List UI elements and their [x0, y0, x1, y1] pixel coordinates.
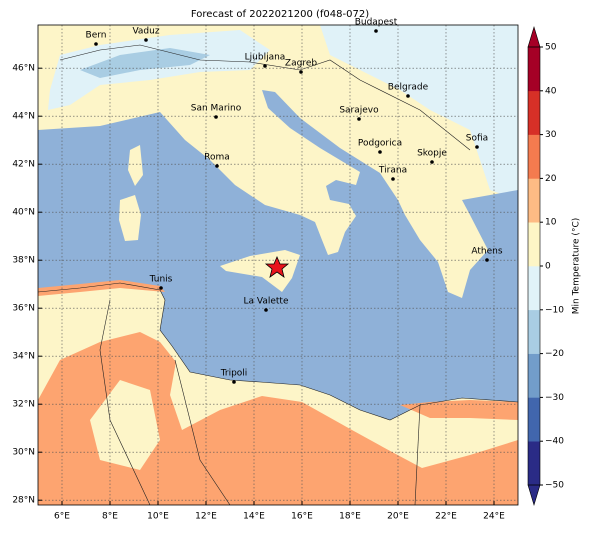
x-tick-label: 14°E	[243, 512, 265, 522]
city-label: Skopje	[417, 149, 447, 159]
x-tick-label: 8°E	[102, 512, 118, 522]
colorbar-tick-label: 20	[545, 174, 557, 184]
city-dot	[144, 38, 148, 42]
y-tick-label: 42°N	[12, 160, 35, 170]
grid: 6°E 8°E 10°E 12°E 14°E 16°E 18°E 20°E 22°E 24°E 28…	[12, 25, 518, 522]
city-dot	[357, 117, 361, 121]
border	[174, 359, 231, 505]
city-label: Bern	[86, 31, 107, 41]
border	[414, 404, 421, 505]
colorbar-tick-label: −40	[545, 437, 564, 447]
y-tick-label: 28°N	[12, 496, 35, 506]
colorbar-segment	[528, 441, 540, 486]
frame	[37, 24, 519, 506]
border	[59, 44, 471, 151]
forecast-point	[264, 255, 290, 278]
colorbar-tick-label: −20	[545, 349, 564, 359]
colorbar-tick-label: 50	[545, 43, 557, 53]
city-dot	[378, 150, 382, 154]
colorbar-extend	[527, 25, 541, 48]
colorbar-tick-label: 10	[545, 218, 557, 228]
colorbar-segment	[528, 47, 540, 92]
colorbar-extend	[527, 484, 541, 507]
city-label: Tirana	[378, 166, 407, 176]
colorbar: −50 −40 −30 −20 −10 0 10 20 30 40 50	[527, 25, 564, 507]
city-dot	[374, 29, 378, 33]
warm-area	[400, 400, 518, 420]
city-dot	[232, 380, 236, 384]
city-label: Zagreb	[285, 59, 317, 69]
cold-area	[80, 48, 210, 78]
coast	[38, 282, 518, 421]
city-dot	[264, 308, 268, 312]
x-tick-label: 6°E	[54, 512, 70, 522]
colorbar-segment	[528, 90, 540, 135]
city-dot	[485, 258, 489, 262]
x-tick-label: 20°E	[387, 512, 409, 522]
city-label: Sarajevo	[339, 106, 379, 116]
colorbar-tick-label: −50	[545, 481, 564, 491]
city-label: San Marino	[191, 104, 242, 114]
city-dot	[214, 115, 218, 119]
colorbar-label: Min Temperature (°C)	[572, 218, 582, 315]
colorbar-segment	[528, 178, 540, 223]
city-label: Ljubljana	[245, 53, 286, 63]
x-tick-label: 24°E	[483, 512, 505, 522]
city-dot	[391, 177, 395, 181]
title: Forecast of 2022021200 (f048-072)	[191, 9, 369, 20]
colorbar-tick-label: 30	[545, 130, 557, 140]
y-tick-label: 34°N	[12, 352, 35, 362]
cold-area	[320, 25, 518, 200]
x-tick-label: 18°E	[339, 512, 361, 522]
island	[128, 145, 143, 186]
city-label: Podgorica	[358, 139, 402, 149]
y-tick-label: 30°N	[12, 448, 35, 458]
city-dot	[215, 164, 219, 168]
cold-area	[48, 30, 270, 110]
y-tick-label: 44°N	[12, 112, 35, 122]
colorbar-segment	[528, 397, 540, 442]
city-label: Sofia	[466, 134, 488, 144]
y-tick-label: 36°N	[12, 304, 35, 314]
city-label: Athens	[471, 247, 502, 257]
colorbar-tick-label: 40	[545, 86, 557, 96]
x-tick-label: 16°E	[291, 512, 313, 522]
island	[119, 195, 141, 241]
city-label: Belgrade	[388, 83, 429, 93]
y-tick-label: 46°N	[12, 64, 35, 74]
city-label: Roma	[204, 153, 230, 163]
x-tick-label: 22°E	[435, 512, 457, 522]
city-dot	[475, 145, 479, 149]
colorbar-segment	[528, 266, 540, 311]
warm-area	[38, 280, 165, 296]
city-dot	[159, 286, 163, 290]
y-tick-label: 40°N	[12, 208, 35, 218]
x-tick-label: 10°E	[147, 512, 169, 522]
colorbar-segment	[528, 222, 540, 267]
city-label: Vaduz	[132, 27, 159, 37]
y-tick-label: 32°N	[12, 400, 35, 410]
city-dot	[299, 70, 303, 74]
city-label: Tunis	[149, 275, 173, 285]
city-dot	[430, 160, 434, 164]
x-tick-label: 12°E	[195, 512, 217, 522]
colorbar-segment	[528, 134, 540, 179]
city-label: La Valette	[244, 297, 289, 307]
y-tick-label: 38°N	[12, 256, 35, 266]
city-label: Budapest	[355, 18, 398, 28]
colorbar-segment	[528, 309, 540, 354]
city-dot	[94, 42, 98, 46]
city-dot	[263, 64, 267, 68]
colorbar-tick-label: −30	[545, 393, 564, 403]
border	[99, 299, 151, 505]
colorbar-tick-label: −10	[545, 305, 564, 315]
colorbar-segment	[528, 353, 540, 398]
city-label: Tripoli	[220, 369, 248, 379]
colorbar-tick-label: 0	[545, 262, 551, 272]
city-dot	[406, 94, 410, 98]
